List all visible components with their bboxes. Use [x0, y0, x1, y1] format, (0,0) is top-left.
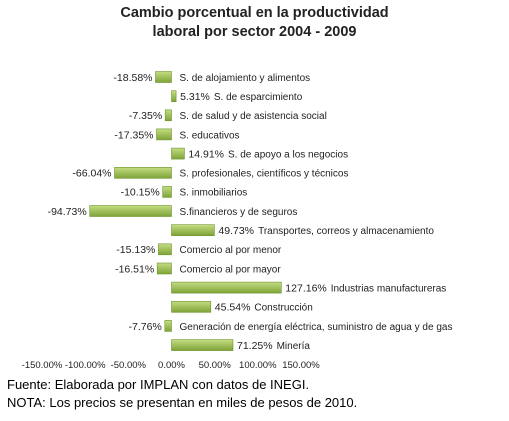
chart-title: Cambio porcentual en la productividad la… [0, 4, 509, 42]
bar-6 [162, 186, 172, 198]
x-tick-label-6: 150.00% [282, 360, 320, 371]
x-tick-label-0: -150.00% [22, 360, 63, 371]
source-note: Fuente: Elaborada por IMPLAN con datos d… [7, 377, 310, 392]
bar-8 [171, 224, 215, 236]
category-label-4: S. de apoyo a los negocios [228, 149, 348, 160]
x-tick-label-3: 0.00% [158, 360, 185, 371]
bar-4 [171, 147, 185, 160]
bar-14 [171, 339, 234, 351]
category-label-5: S. profesionales, científicos y técnicos [180, 169, 349, 180]
bar-10 [156, 262, 172, 275]
value-label-14: 71.25% [237, 340, 273, 352]
category-label-10: Comercio al por mayor [180, 264, 282, 275]
value-label-10: -16.51% [115, 263, 154, 275]
bar-12 [171, 300, 212, 313]
category-label-7: S.financieros y de seguros [180, 207, 298, 218]
value-label-1: 5.31% [180, 91, 210, 103]
bar-7 [89, 205, 172, 217]
bar-1 [171, 90, 177, 102]
bar-5 [114, 167, 172, 179]
value-label-2: -7.35% [129, 110, 162, 122]
x-tick-label-1: -100.00% [65, 360, 106, 371]
chart-notes: Fuente: Elaborada por IMPLAN con datos d… [7, 376, 357, 412]
bar-2 [164, 109, 172, 122]
value-label-6: -10.15% [121, 187, 160, 199]
category-label-8: Transportes, correos y almacenamiento [258, 226, 434, 237]
category-label-6: S. inmobiliarios [180, 188, 248, 199]
value-label-0: -18.58% [113, 72, 152, 84]
value-label-5: -66.04% [72, 168, 111, 180]
value-label-12: 45.54% [215, 302, 251, 314]
value-label-13: -7.76% [129, 321, 162, 333]
bar-0 [155, 71, 172, 83]
bars-layer [89, 71, 282, 351]
bar-3 [156, 128, 172, 141]
category-label-9: Comercio al por menor [180, 245, 282, 256]
value-label-8: 49.73% [218, 225, 254, 237]
value-label-7: -94.73% [48, 206, 87, 218]
x-tick-label-2: -50.00% [111, 360, 147, 371]
x-tick-label-5: 100.00% [239, 360, 277, 371]
bar-9 [158, 243, 172, 256]
value-label-9: -15.13% [116, 244, 155, 256]
category-label-2: S. de salud y de asistencia social [180, 111, 327, 122]
category-label-14: Minería [277, 341, 311, 352]
bar-13 [164, 320, 172, 332]
bar-11 [171, 281, 282, 294]
category-label-12: Construcción [254, 303, 312, 314]
prices-note: NOTA: Los precios se presentan en miles … [7, 395, 358, 410]
value-label-3: -17.35% [114, 129, 153, 141]
chart-title-line-1: Cambio porcentual en la productividad [120, 5, 389, 21]
chart-title-line-2: laboral por sector 2004 - 2009 [152, 24, 357, 40]
value-label-4: 14.91% [188, 148, 224, 160]
category-label-11: Industrias manufactureras [331, 283, 447, 294]
category-label-13: Generación de energía eléctrica, suminis… [180, 322, 453, 333]
category-label-0: S. de alojamiento y alimentos [180, 73, 311, 84]
category-label-1: S. de esparcimiento [214, 92, 303, 103]
value-label-11: 127.16% [285, 282, 326, 294]
x-tick-label-4: 50.00% [199, 360, 232, 371]
labels-layer: -18.58% S. de alojamiento y alimentos 5.31… [48, 72, 453, 352]
category-label-3: S. educativos [180, 130, 240, 141]
x-axis-ticks: -150.00% -100.00% -50.00% 0.00% 50.00% 100.00… [22, 360, 321, 371]
